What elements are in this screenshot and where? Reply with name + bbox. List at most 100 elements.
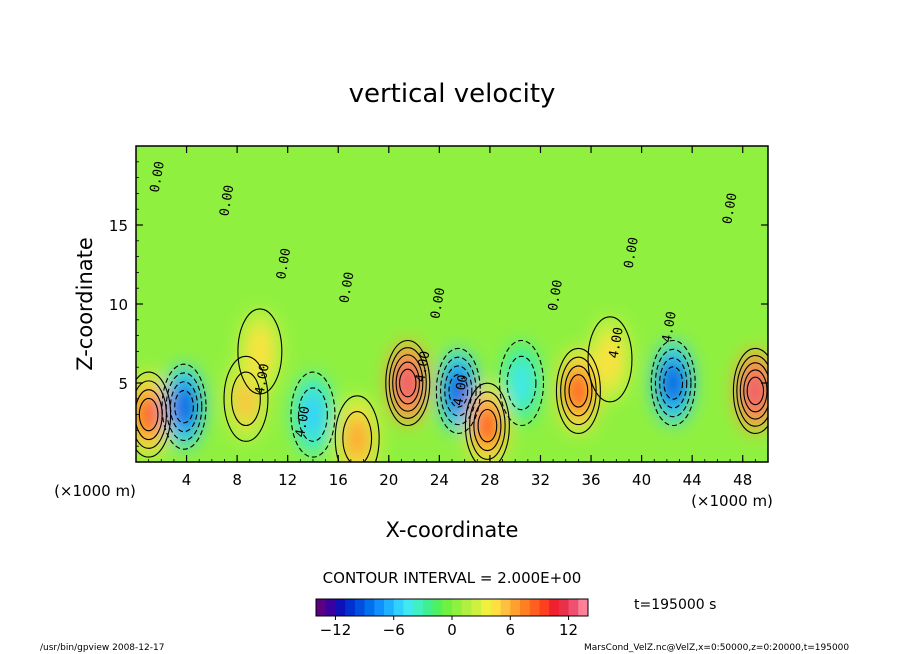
contour-label: 4.00 (607, 326, 627, 359)
footer-right: MarsCond_VelZ.nc@VelZ,x=0:50000,z=0:2000… (584, 643, 849, 653)
x-tick-label: 12 (278, 471, 297, 489)
colorbar-swatch (374, 599, 385, 616)
contour-line-positive (555, 347, 601, 434)
contour-label: 0.00 (546, 279, 566, 312)
colorbar-tick-label: 6 (506, 621, 516, 639)
contour-line-positive (223, 355, 269, 442)
y-tick-label: 10 (109, 296, 128, 314)
colorbar-ticks: −12 −6 0 6 12 (320, 616, 578, 639)
contour-line-negative (448, 374, 469, 408)
contour-line-positive (237, 308, 283, 395)
contour-label: 0.00 (428, 287, 448, 320)
contour-line-negative (165, 372, 203, 441)
contour-line-positive (392, 354, 424, 412)
contour-label: 0.00 (217, 184, 237, 217)
contour-label: 4.00 (660, 310, 680, 343)
colorbar-swatch (568, 599, 579, 616)
contour-line-positive (746, 376, 765, 406)
contour-line-positive (138, 397, 159, 432)
contour-line-positive (334, 395, 380, 462)
x-tick-label: 40 (632, 471, 651, 489)
contour-line-positive (399, 368, 417, 398)
contour-label: 0.00 (274, 247, 294, 280)
colorbar-swatch (413, 599, 424, 616)
footer-left: /usr/bin/gpview 2008-12-17 (40, 643, 164, 653)
contour-line-negative (444, 365, 473, 417)
colorbar-swatch (393, 599, 404, 616)
x-tick-label: 24 (430, 471, 449, 489)
colorbar-swatch (422, 599, 433, 616)
velocity-cell-core (345, 413, 370, 462)
colorbar-swatch (335, 599, 346, 616)
contour-label: 4.00 (413, 350, 433, 383)
x-tick-label: 8 (232, 471, 242, 489)
contour-line-positive (743, 369, 768, 413)
contour-line-positive (464, 382, 510, 462)
colorbar-swatch (578, 599, 589, 616)
contour-label: 4.00 (451, 374, 471, 407)
colorbar-swatch (316, 599, 327, 616)
contour-line-negative (659, 357, 688, 409)
velocity-cell-core (661, 358, 686, 408)
velocity-cell-core (171, 382, 197, 432)
colorbar-swatch (539, 599, 550, 616)
contour-label: 0.00 (337, 271, 357, 304)
colorbar-swatch (471, 599, 482, 616)
velocity-cell-core (509, 358, 534, 408)
colorbar-swatch (461, 599, 472, 616)
contour-line-positive (136, 371, 172, 458)
x-tick-label: 20 (379, 471, 398, 489)
contour-label: 4.00 (253, 363, 273, 396)
contour-line-positive (732, 347, 768, 434)
contour-line-positive (473, 400, 502, 452)
velocity-cell-core (300, 389, 326, 440)
y-axis: 5 10 15 (109, 161, 768, 447)
colorbar-swatch (325, 599, 336, 616)
contour-label: 0.00 (622, 236, 642, 269)
contour-line-positive (564, 365, 593, 417)
contour-line-negative (654, 348, 692, 418)
x-unit-right: (×1000 m) (691, 492, 773, 510)
contour-label: 0.00 (720, 192, 740, 225)
colorbar-swatch (384, 599, 395, 616)
contour-line-positive (231, 371, 261, 427)
colorbar-swatch (345, 599, 356, 616)
colorbar-swatch (520, 599, 531, 616)
colorbar-swatch (354, 599, 365, 616)
colorbar-swatch (364, 599, 375, 616)
velocity-cell-core (597, 334, 623, 384)
contour-line-negative (174, 389, 194, 424)
colorbar-swatch (403, 599, 414, 616)
contour-line-positive (568, 374, 589, 408)
x-tick-label: 32 (531, 471, 550, 489)
colorbar-tick-label: 0 (447, 621, 457, 639)
contour-line-positive (560, 356, 597, 426)
y-tick-label: 15 (109, 217, 128, 235)
x-tick-label: 28 (480, 471, 499, 489)
velocity-cell-core (475, 401, 500, 451)
y-axis-label: Z-coordinate (73, 237, 97, 371)
contour-line-negative (298, 387, 328, 442)
contour-line-positive (385, 339, 431, 427)
velocity-cell-core (247, 326, 273, 377)
contour-line-negative (650, 339, 696, 427)
contour-line-negative (169, 381, 199, 433)
colorbar-swatch (529, 599, 540, 616)
colorbar-tick-label: 12 (559, 621, 578, 639)
colorbar-swatch (510, 599, 521, 616)
colorbar-swatch (481, 599, 492, 616)
contour-line-positive (388, 347, 427, 419)
x-tick-label: 48 (733, 471, 752, 489)
velocity-cell-core (395, 358, 420, 408)
contour-line-negative (663, 366, 684, 400)
colorbar-tick-label: −6 (383, 621, 405, 639)
y-tick-label: 5 (118, 375, 128, 393)
colorbar-swatch (432, 599, 443, 616)
contour-line-positive (739, 362, 768, 420)
time-label: t=195000 s (634, 597, 716, 613)
x-tick-label: 36 (581, 471, 600, 489)
colorbar-swatch (442, 599, 453, 616)
contour-field (136, 146, 768, 462)
colorbar (315, 598, 589, 617)
